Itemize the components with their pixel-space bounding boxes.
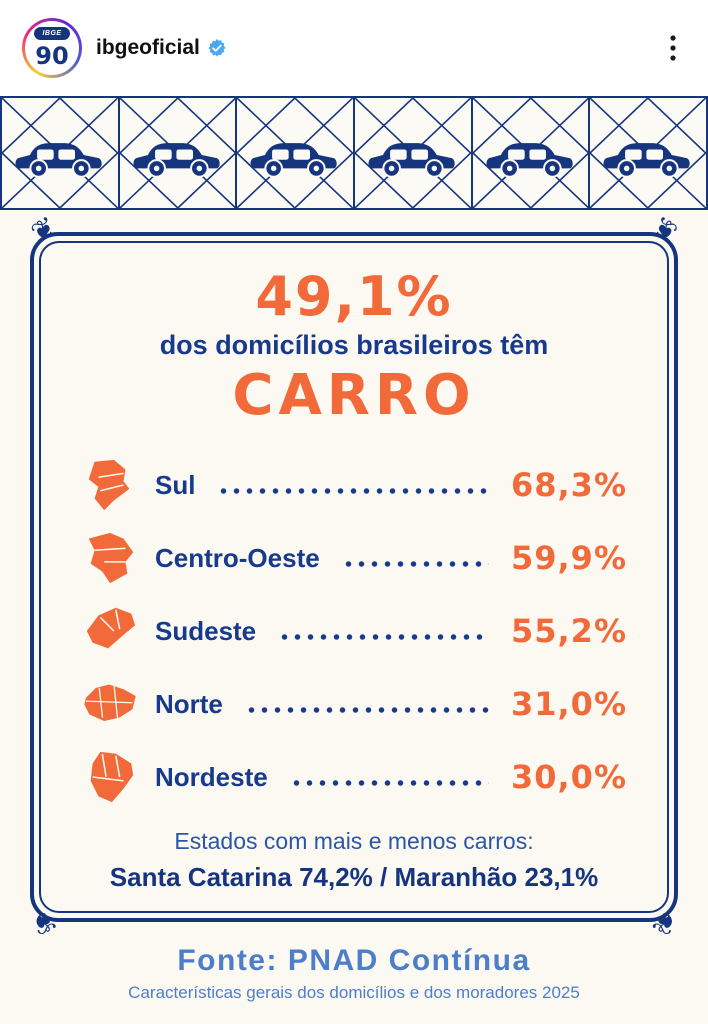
extremes-label: Estados com mais e menos carros: — [174, 828, 534, 854]
region-row-nordeste: Nordeste 30,0% — [81, 747, 627, 807]
headline-percentage: 49,1% — [255, 265, 453, 328]
infographic: ❦ ❦ ❦ ❦ 49,1% dos domicílios brasileiros… — [0, 210, 708, 941]
region-name: Nordeste — [155, 761, 268, 792]
dotted-leader — [244, 706, 489, 714]
map-norte-icon — [81, 675, 139, 733]
map-sul-icon — [81, 456, 139, 514]
verified-badge-icon — [207, 38, 227, 58]
car-icon — [15, 143, 102, 178]
region-name: Sudeste — [155, 615, 257, 646]
map-nordeste-icon — [81, 748, 139, 806]
region-row-sul: Sul 68,3% — [81, 455, 627, 515]
headline-caption: dos domicílios brasileiros têm — [159, 330, 549, 360]
map-centro-oeste-icon — [81, 529, 139, 587]
region-name: Centro-Oeste — [155, 542, 320, 573]
region-row-centro-oeste: Centro-Oeste 59,9% — [81, 528, 627, 588]
region-row-sudeste: Sudeste 55,2% — [81, 601, 627, 661]
region-list: Sul 68,3% Centro-Oeste 59 — [81, 442, 627, 820]
car-band — [0, 96, 708, 210]
source-subtitle: Características gerais dos domicílios e … — [128, 983, 580, 1002]
car-tile — [470, 96, 591, 210]
region-name: Sul — [155, 469, 196, 500]
headline-keyword: CARRO — [232, 363, 476, 428]
car-tile — [588, 96, 708, 210]
car-tile — [353, 96, 473, 210]
region-value: 30,0% — [510, 758, 627, 796]
car-icon — [368, 143, 455, 178]
car-icon — [603, 143, 690, 178]
car-icon — [133, 143, 220, 178]
region-value: 68,3% — [510, 466, 627, 504]
dotted-leader — [289, 779, 489, 787]
region-value: 55,2% — [510, 612, 627, 650]
region-value: 31,0% — [510, 685, 627, 723]
source-footer: Fonte: PNAD Contínua Características ger… — [0, 936, 708, 1024]
region-row-norte: Norte 31,0% — [81, 674, 627, 734]
ibge-90-label: 90 — [35, 42, 69, 70]
region-name: Norte — [155, 688, 223, 719]
ibge-logo: IBGE 90 — [25, 21, 79, 75]
car-tile — [235, 96, 356, 210]
extremes-block: Estados com mais e menos carros: Santa C… — [81, 828, 627, 893]
car-tile — [117, 96, 238, 210]
car-icon — [486, 143, 573, 178]
more-options-icon[interactable] — [660, 33, 686, 63]
username-row: ibgeoficial — [96, 36, 227, 60]
frame-inner: 49,1% dos domicílios brasileiros têm CAR… — [39, 241, 669, 913]
dotted-leader — [341, 560, 489, 568]
ibge-brand-label: IBGE — [34, 27, 70, 40]
dotted-leader — [217, 487, 489, 495]
car-tile — [0, 96, 120, 210]
source-title: Fonte: PNAD Contínua — [177, 944, 531, 977]
username[interactable]: ibgeoficial — [96, 36, 200, 59]
decorative-frame: 49,1% dos domicílios brasileiros têm CAR… — [30, 232, 678, 922]
avatar[interactable]: IBGE 90 — [22, 18, 82, 78]
region-value: 59,9% — [510, 539, 627, 577]
extremes-value: Santa Catarina 74,2% / Maranhão 23,1% — [109, 862, 599, 892]
post-header: IBGE 90 ibgeoficial — [0, 0, 708, 96]
dotted-leader — [278, 633, 489, 641]
map-sudeste-icon — [81, 602, 139, 660]
car-icon — [250, 143, 337, 178]
